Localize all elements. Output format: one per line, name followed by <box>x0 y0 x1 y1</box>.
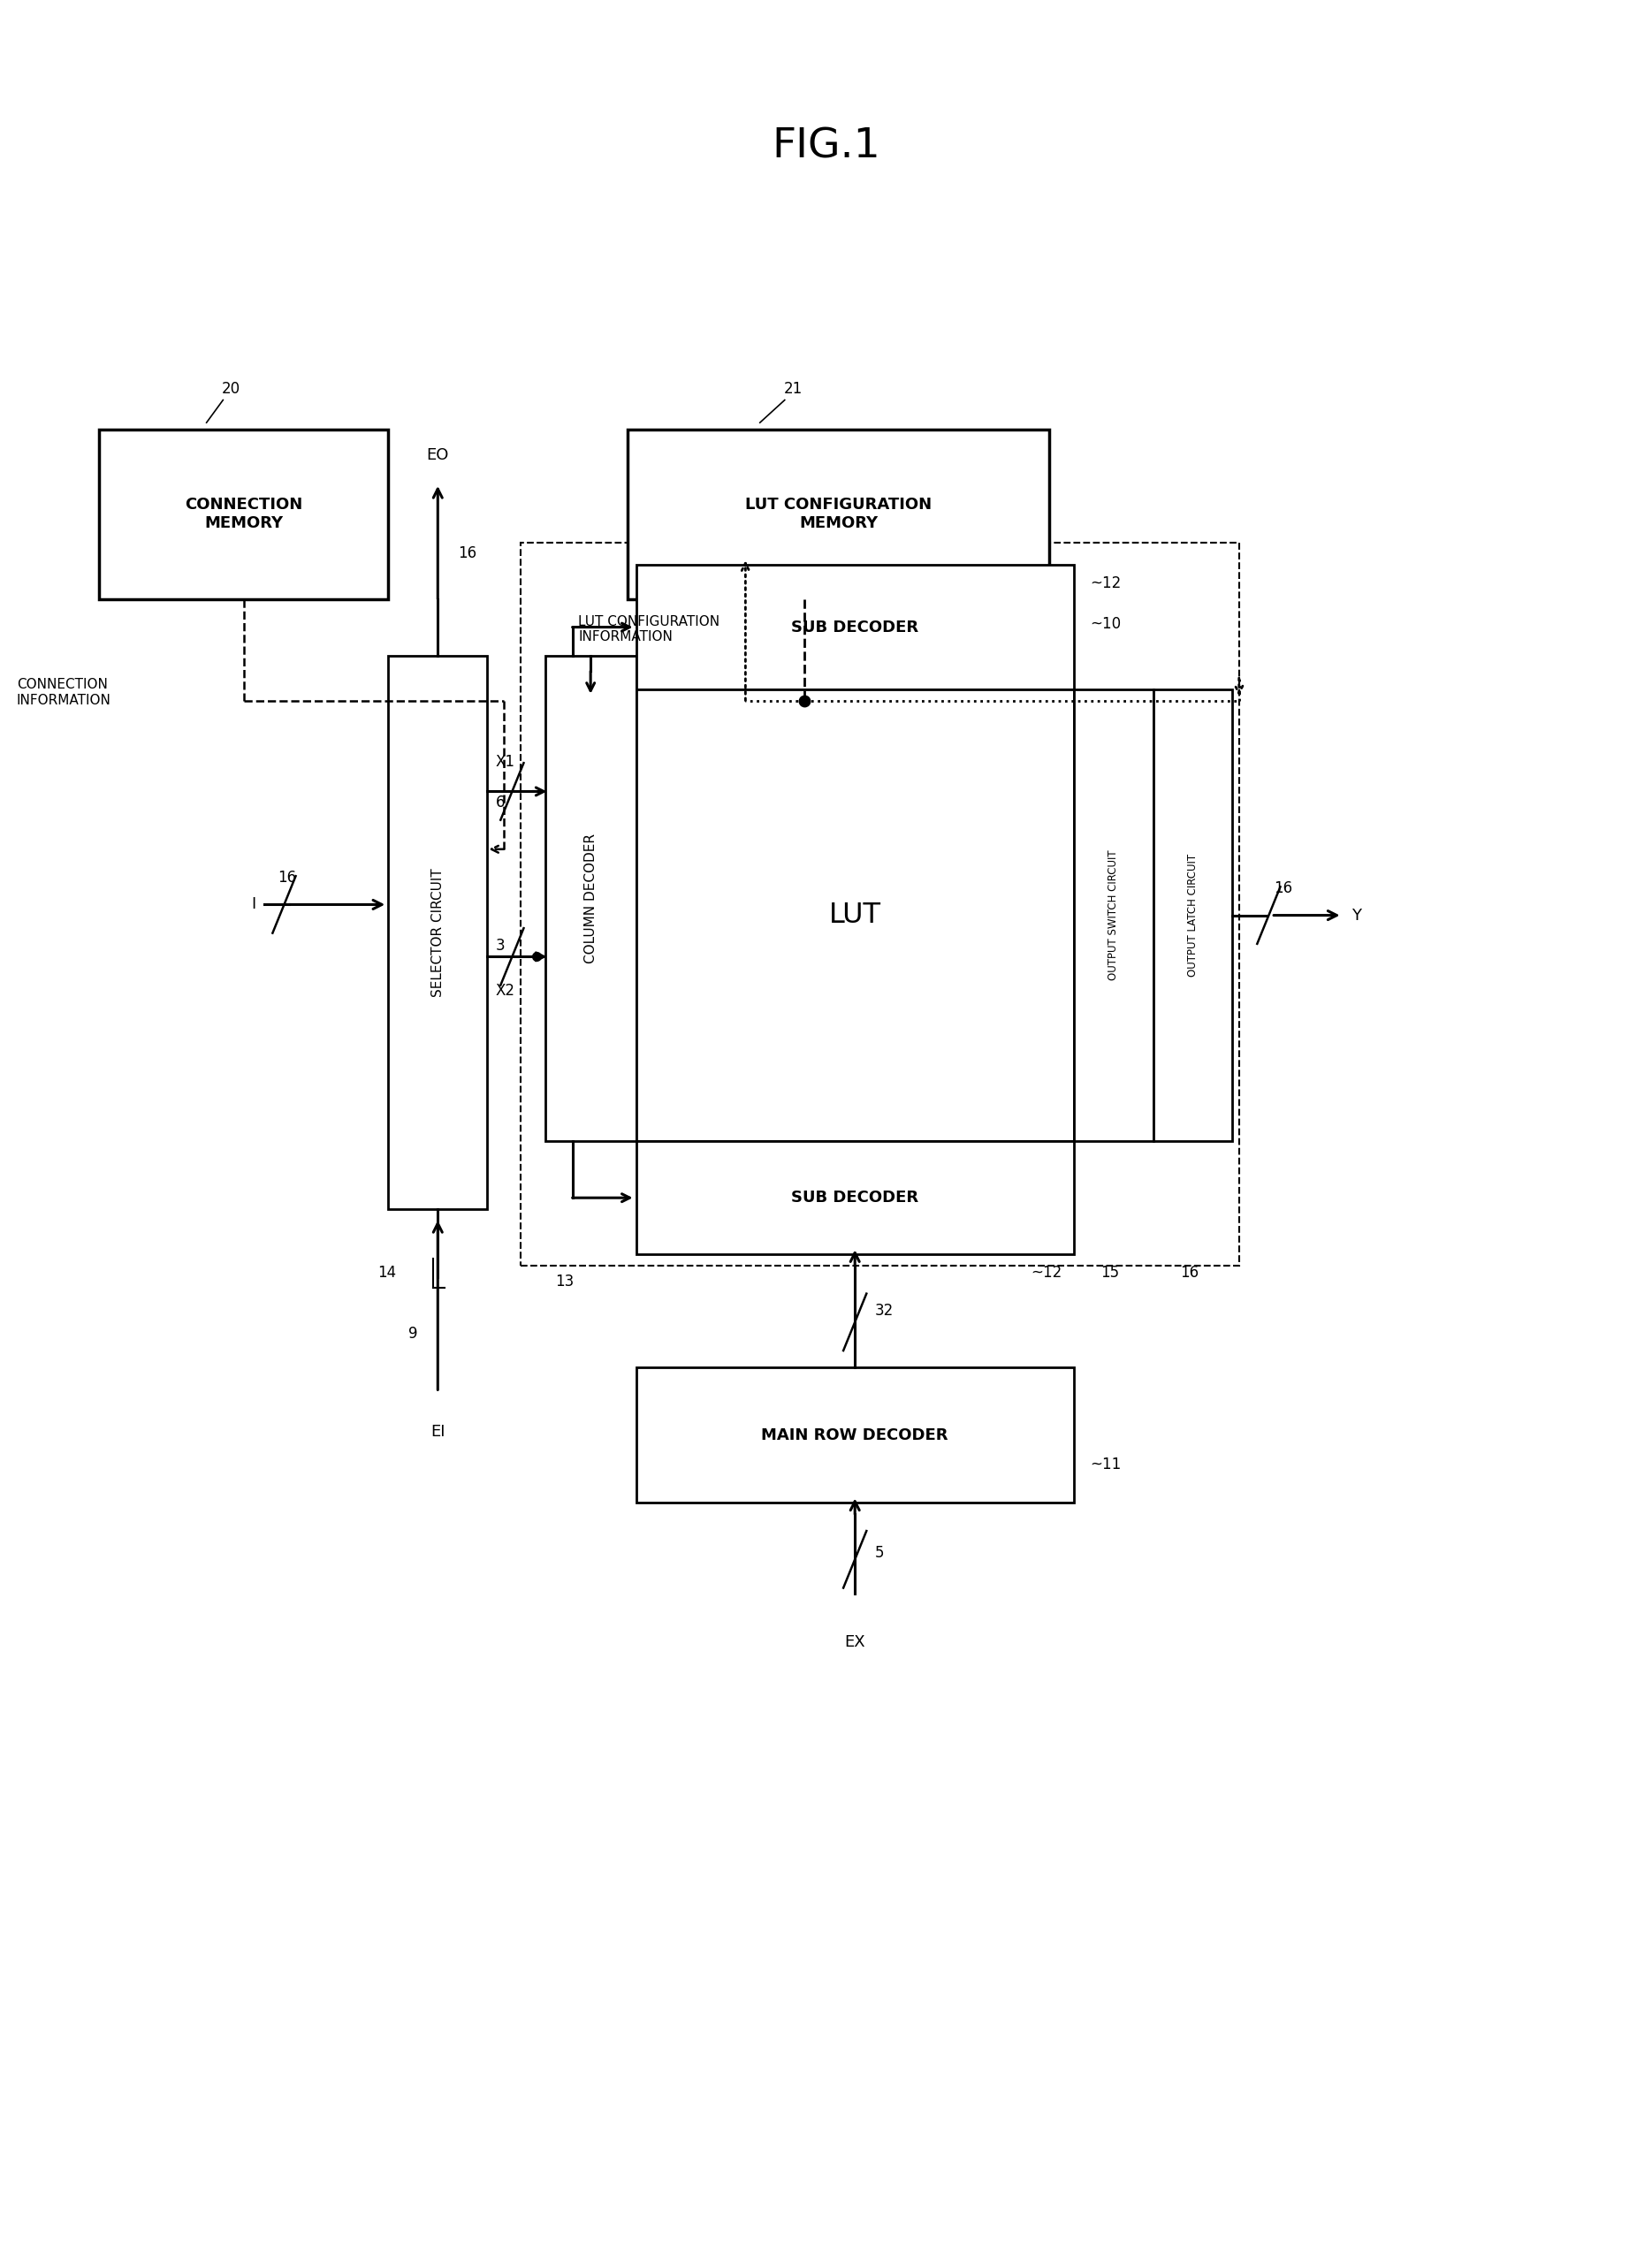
Text: SELECTOR CIRCUIT: SELECTOR CIRCUIT <box>431 868 444 997</box>
Bar <box>1153 689 1232 1141</box>
Bar <box>388 655 487 1209</box>
Bar <box>545 655 636 1141</box>
Text: MAIN ROW DECODER: MAIN ROW DECODER <box>762 1426 948 1444</box>
Text: ~11: ~11 <box>1090 1455 1122 1474</box>
Text: 16: 16 <box>458 545 476 563</box>
Bar <box>1074 689 1153 1141</box>
Text: 6: 6 <box>496 796 506 811</box>
Text: EO: EO <box>426 447 449 463</box>
Text: CONNECTION
INFORMATION: CONNECTION INFORMATION <box>17 678 111 707</box>
Text: LUT CONFIGURATION
MEMORY: LUT CONFIGURATION MEMORY <box>745 497 932 531</box>
Text: FIG.1: FIG.1 <box>771 127 881 167</box>
Bar <box>628 429 1049 599</box>
Bar <box>520 542 1239 1266</box>
Text: COLUMN DECODER: COLUMN DECODER <box>583 834 598 963</box>
Bar <box>636 1367 1074 1503</box>
Bar <box>99 429 388 599</box>
Text: ~12: ~12 <box>1031 1263 1062 1281</box>
Text: 16: 16 <box>1180 1263 1199 1281</box>
Text: LUT CONFIGURATION
INFORMATION: LUT CONFIGURATION INFORMATION <box>578 615 720 644</box>
Text: 3: 3 <box>496 938 506 954</box>
Text: X1: X1 <box>496 755 515 771</box>
Text: OUTPUT LATCH CIRCUIT: OUTPUT LATCH CIRCUIT <box>1188 854 1198 976</box>
Text: Y: Y <box>1351 906 1361 924</box>
Bar <box>636 565 1074 689</box>
Text: CONNECTION
MEMORY: CONNECTION MEMORY <box>185 497 302 531</box>
Text: 16: 16 <box>1274 879 1292 897</box>
Text: I: I <box>251 897 256 913</box>
Text: 21: 21 <box>783 380 803 398</box>
Text: 15: 15 <box>1100 1263 1120 1281</box>
Text: SUB DECODER: SUB DECODER <box>791 619 919 635</box>
Text: OUTPUT SWITCH CIRCUIT: OUTPUT SWITCH CIRCUIT <box>1108 850 1118 981</box>
Text: 13: 13 <box>555 1272 573 1290</box>
Text: 16: 16 <box>278 870 296 886</box>
Text: 20: 20 <box>221 380 241 398</box>
Text: 32: 32 <box>876 1302 894 1320</box>
Text: 9: 9 <box>408 1324 418 1342</box>
Text: EX: EX <box>844 1634 866 1650</box>
Text: X2: X2 <box>496 983 515 999</box>
Text: ~10: ~10 <box>1090 615 1122 633</box>
Bar <box>636 689 1074 1141</box>
Text: EI: EI <box>431 1424 444 1440</box>
Text: ~12: ~12 <box>1090 574 1122 592</box>
Text: 5: 5 <box>876 1544 884 1562</box>
Bar <box>636 1141 1074 1254</box>
Text: LUT: LUT <box>829 902 881 929</box>
Text: SUB DECODER: SUB DECODER <box>791 1189 919 1207</box>
Text: 14: 14 <box>378 1263 396 1281</box>
